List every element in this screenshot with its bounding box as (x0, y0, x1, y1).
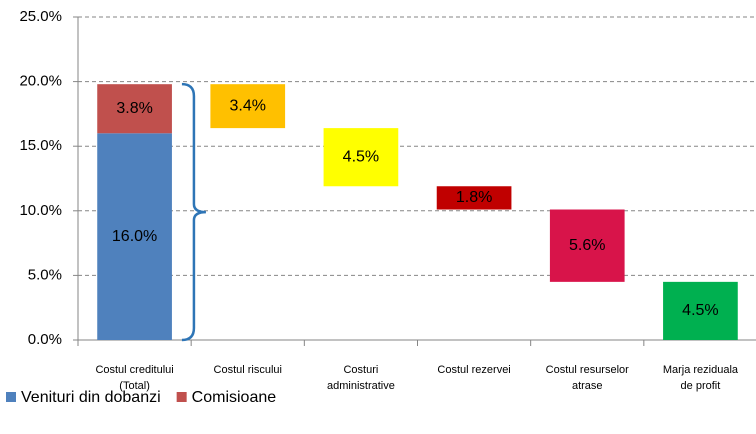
x-tick-label-line: Costul riscului (214, 364, 282, 376)
y-tick-label: 20.0% (19, 73, 62, 90)
x-tick-label: Marja reziduala de profit (663, 364, 739, 392)
data-label: 16.0% (112, 228, 157, 245)
data-label: 5.6% (569, 237, 605, 254)
x-tick-label: Costuri administrative (327, 364, 395, 392)
bar-segment (97, 84, 172, 134)
legend-label: Venituri din dobanzi (21, 389, 161, 406)
legend-label: Comisioane (192, 389, 277, 406)
x-tick-label: Costul creditului (Total) (95, 364, 173, 392)
bar (436, 186, 512, 210)
x-tick-label: Costul riscului (214, 364, 282, 376)
x-tick-label-line: Costul resurselor (546, 364, 629, 376)
y-tick-label: 0.0% (28, 331, 62, 348)
data-label: 4.5% (343, 148, 379, 165)
bar-segment (97, 133, 172, 340)
x-tick-label-line: Costuri (343, 364, 378, 376)
y-tick-label: 25.0% (19, 8, 62, 25)
brace (181, 82, 206, 342)
bar (323, 128, 399, 187)
y-tick-label: 5.0% (28, 266, 62, 283)
bar (210, 84, 286, 129)
x-tick-label-line: Marja reziduala (663, 364, 739, 376)
x-tick-label-line: de profit (681, 380, 721, 392)
y-tick-label: 15.0% (19, 137, 62, 154)
legend-swatch (176, 392, 187, 402)
x-tick-label-line: administrative (327, 380, 395, 392)
x-tick-label-line: (Total) (119, 380, 150, 392)
data-label: 3.8% (116, 100, 152, 117)
bar (663, 281, 738, 340)
x-tick-label-line: Costul rezervei (437, 364, 510, 376)
bar (549, 209, 625, 282)
data-label: 3.4% (230, 97, 266, 114)
x-tick-label: Costul resurselor atrase (546, 364, 629, 392)
x-tick-label-line: Costul creditului (95, 364, 173, 376)
y-tick-label: 10.0% (19, 202, 62, 219)
x-tick-label-line: atrase (572, 380, 603, 392)
data-label: 4.5% (682, 302, 718, 319)
data-label: 1.8% (456, 189, 492, 206)
legend-swatch (6, 392, 16, 402)
x-tick-label: Costul rezervei (437, 364, 510, 376)
